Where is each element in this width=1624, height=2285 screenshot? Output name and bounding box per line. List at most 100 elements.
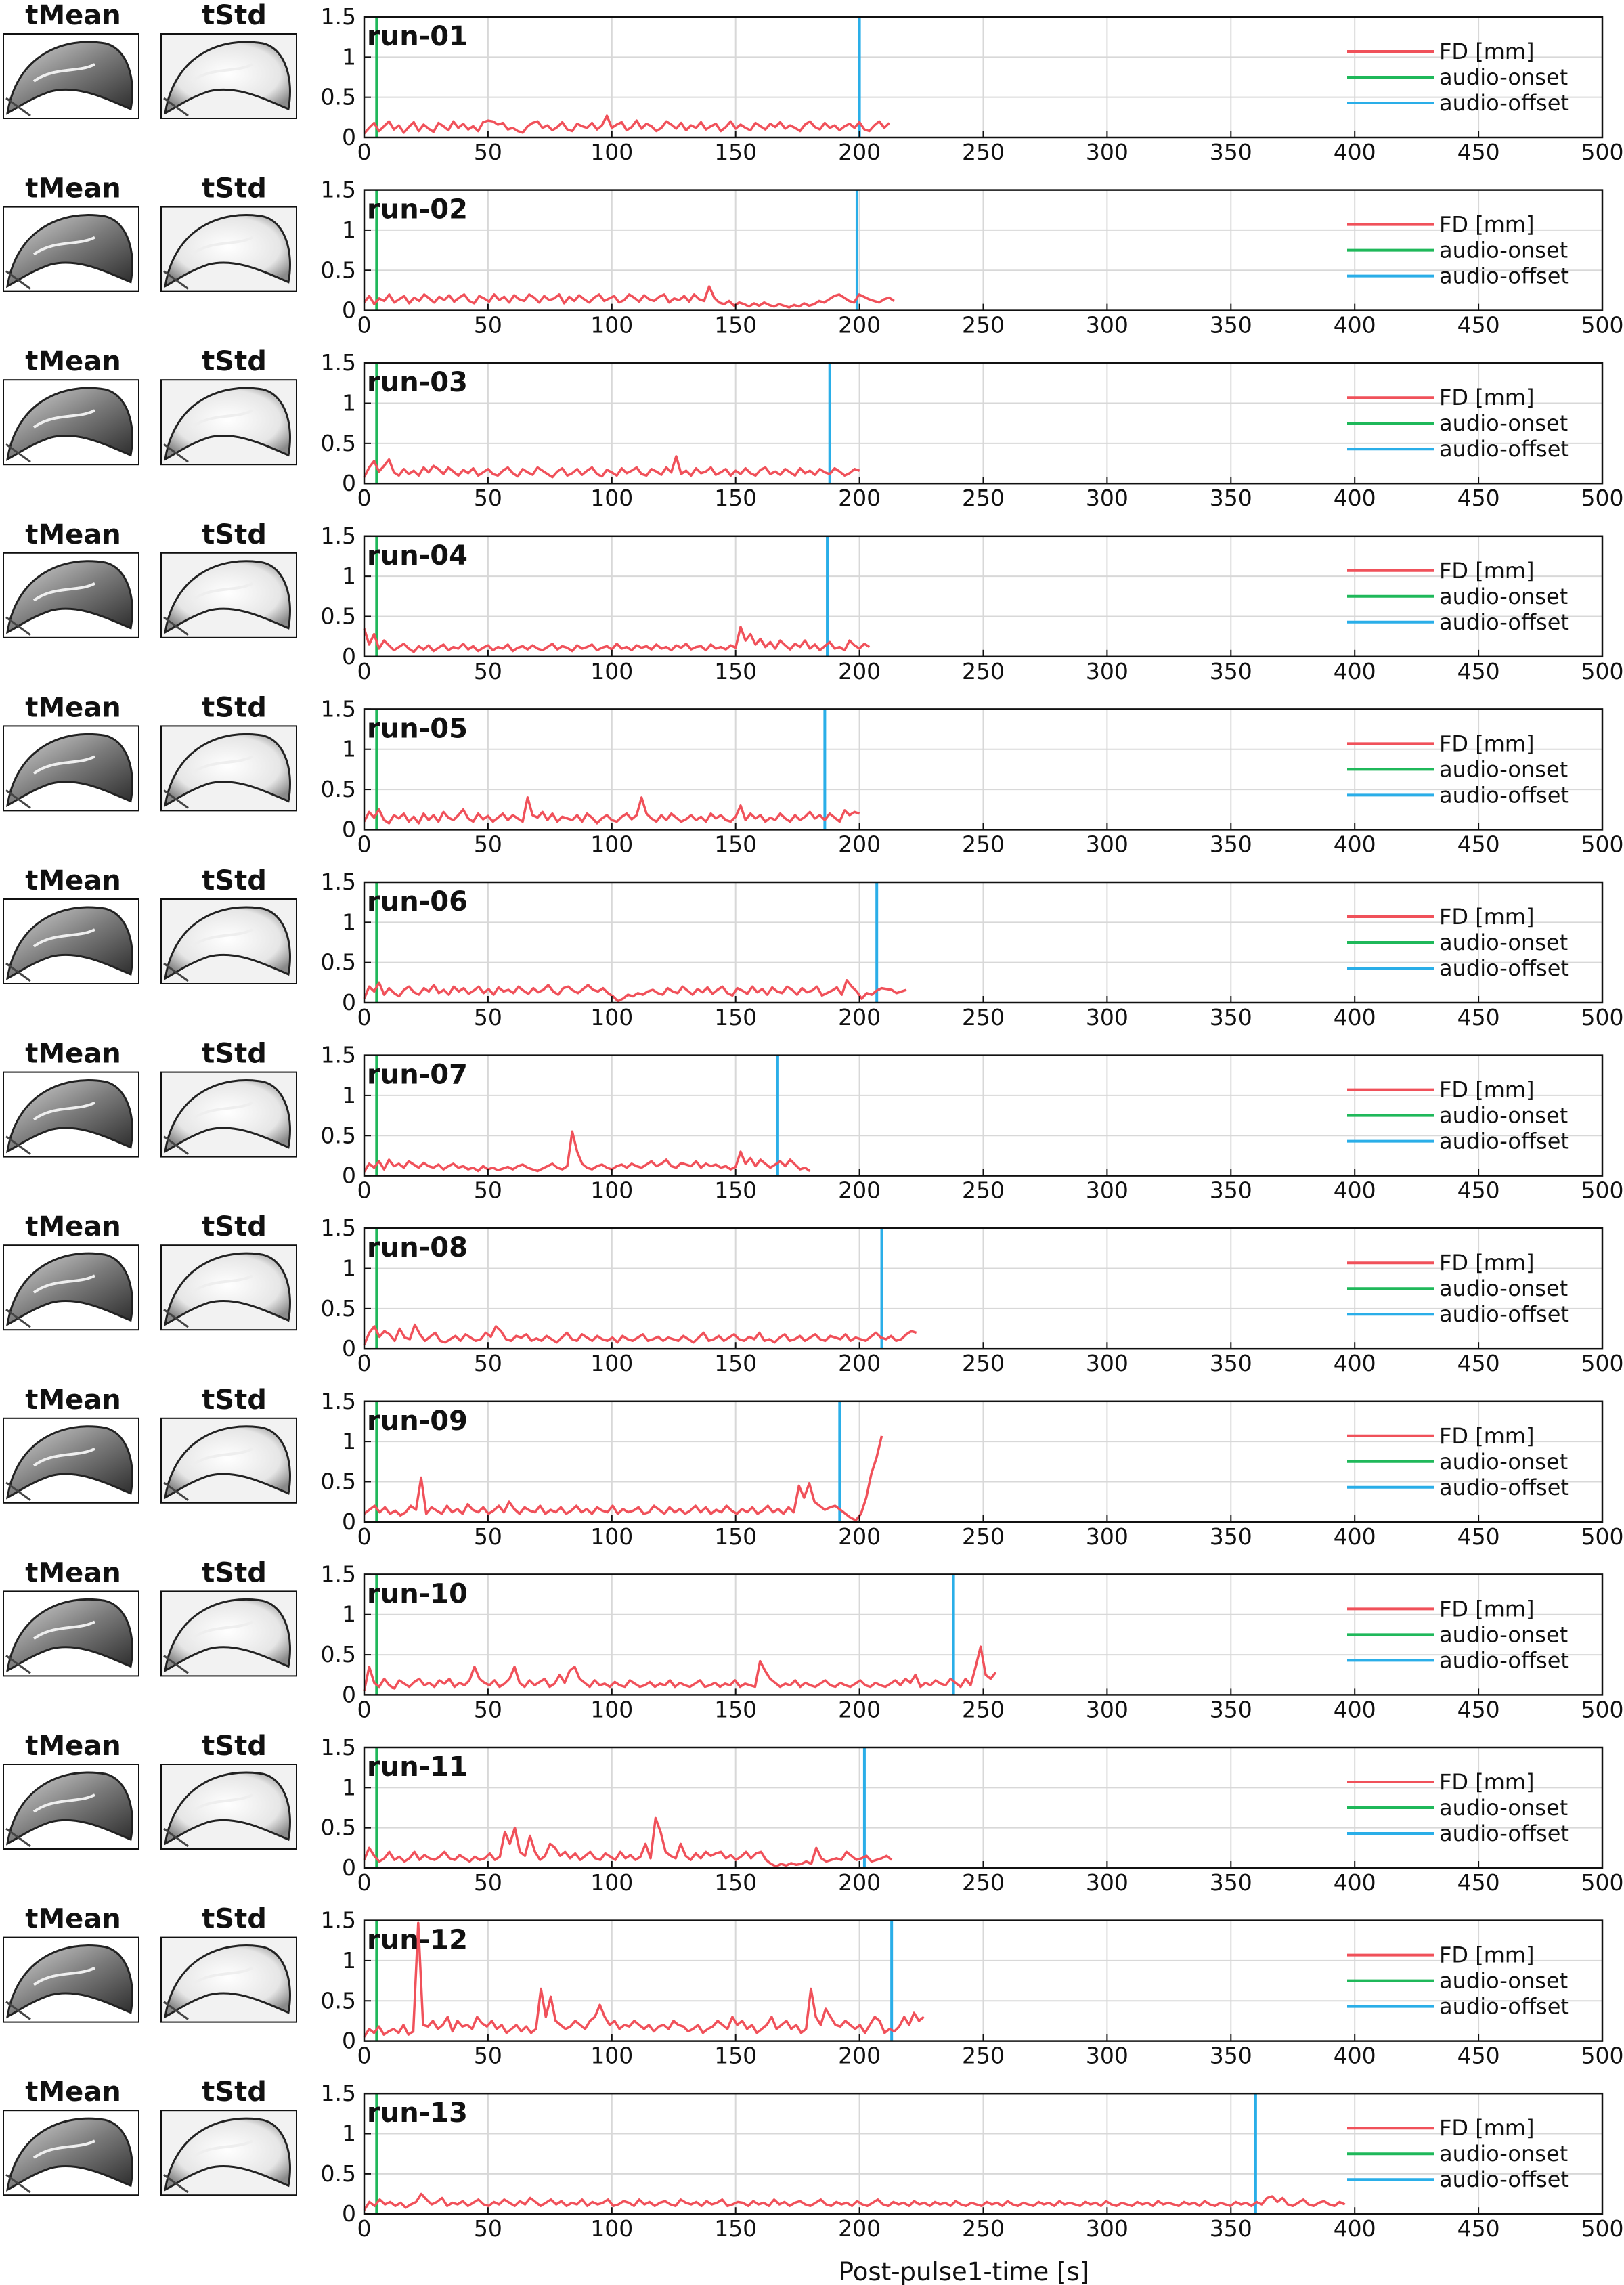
- tstd-image: [160, 379, 297, 466]
- y-tick-label: 0.5: [321, 1468, 356, 1494]
- brain-edge: [5, 2173, 31, 2194]
- x-tick-label: 100: [590, 1004, 633, 1030]
- legend-audio-onset-label: audio-onset: [1439, 1103, 1568, 1129]
- brain-slice: [164, 1598, 291, 1673]
- y-tick-label: 1: [342, 909, 356, 935]
- tstd-image: [160, 1590, 297, 1677]
- tstd-image: [160, 2110, 297, 2196]
- y-tick-label: 1.5: [321, 177, 356, 203]
- fd-trace: [363, 626, 871, 653]
- y-tick-label: 0: [342, 2200, 356, 2227]
- tstd-image: [160, 206, 297, 292]
- legend-audio-offset-label: audio-offset: [1439, 955, 1569, 981]
- brain-fold: [32, 409, 95, 429]
- y-tick-label: 1.5: [321, 523, 356, 549]
- x-tick-label: 250: [962, 2043, 1005, 2069]
- x-tick-label: 300: [1086, 485, 1128, 511]
- x-tick-label: 400: [1334, 1696, 1376, 1722]
- x-tick-label: 100: [590, 831, 633, 857]
- brain-slice: [164, 1079, 291, 1154]
- x-tick-label: 350: [1210, 1696, 1252, 1722]
- y-tick-label: 0: [342, 2028, 356, 2054]
- x-tick-label: 450: [1457, 658, 1500, 684]
- x-tick-label: 200: [838, 2043, 881, 2069]
- x-tick-label: 400: [1334, 1350, 1376, 1376]
- x-tick-label: 350: [1210, 1523, 1252, 1550]
- brain-slice: [164, 1425, 291, 1500]
- x-tick-label: 50: [474, 312, 502, 339]
- brain-fold: [32, 1966, 95, 1986]
- legend-audio-offset-label: audio-offset: [1439, 436, 1569, 462]
- x-tick-label: 300: [1086, 2043, 1128, 2069]
- brain-slice: [164, 1944, 291, 2019]
- brain-edge: [5, 1308, 31, 1328]
- brain-fold: [190, 1101, 253, 1121]
- x-tick-label: 400: [1334, 2215, 1376, 2242]
- brain-slice: [164, 906, 291, 980]
- brain-edge: [5, 1135, 31, 1155]
- brain-fold: [32, 1620, 95, 1640]
- fd-trace: [363, 979, 907, 1003]
- x-tick-label: 0: [357, 1696, 372, 1722]
- tmean-title: tMean: [25, 173, 121, 204]
- y-tick-label: 1.5: [321, 1042, 356, 1068]
- tstd-title: tStd: [202, 1557, 267, 1588]
- x-tick-label: 400: [1334, 658, 1376, 684]
- tstd-title: tStd: [202, 865, 267, 896]
- x-tick-label: 350: [1210, 485, 1252, 511]
- fd-trace: [363, 1645, 997, 1691]
- brain-fold: [32, 1447, 95, 1467]
- x-tick-label: 500: [1581, 1696, 1624, 1722]
- y-tick-label: 0: [342, 1162, 356, 1189]
- tmean-title: tMean: [25, 1904, 121, 1935]
- y-tick-label: 1: [342, 563, 356, 589]
- x-tick-label: 50: [474, 485, 502, 511]
- x-tick-label: 300: [1086, 1004, 1128, 1030]
- x-tick-label: 50: [474, 2043, 502, 2069]
- legend-fd-label: FD [mm]: [1439, 1077, 1535, 1103]
- legend-audio-offset-label: audio-offset: [1439, 782, 1569, 808]
- run-panel: tMean tStd 0 50 100 150 200 250 300 350 400 450 500 0…: [3, 1731, 1624, 1896]
- y-tick-label: 0: [342, 816, 356, 842]
- run-label: run-06: [367, 886, 468, 917]
- tstd-image: [160, 552, 297, 638]
- tstd-title: tStd: [202, 2076, 267, 2108]
- y-tick-label: 0.5: [321, 2160, 356, 2187]
- y-tick-label: 1.5: [321, 695, 356, 722]
- y-tick-label: 1.5: [321, 2080, 356, 2106]
- x-tick-label: 150: [714, 1869, 757, 1896]
- x-tick-label: 300: [1086, 1869, 1128, 1896]
- legend-fd-label: FD [mm]: [1439, 212, 1535, 238]
- tstd-image: [160, 1071, 297, 1158]
- x-tick-label: 350: [1210, 831, 1252, 857]
- brain-edge: [163, 97, 189, 117]
- tmean-title: tMean: [25, 1731, 121, 1762]
- legend-audio-offset-label: audio-offset: [1439, 1129, 1569, 1154]
- x-tick-label: 50: [474, 1869, 502, 1896]
- legend-audio-offset-label: audio-offset: [1439, 609, 1569, 635]
- legend-audio-onset-label: audio-onset: [1439, 584, 1568, 609]
- x-tick-label: 50: [474, 1004, 502, 1030]
- run-label: run-13: [367, 2097, 468, 2129]
- x-tick-label: 200: [838, 485, 881, 511]
- y-tick-label: 1: [342, 2120, 356, 2147]
- run-panel: tMean tStd 0 50 100 150 200 250 300 350 400 450 500 0…: [3, 865, 1624, 1030]
- x-tick-label: 200: [838, 658, 881, 684]
- tmean-image: [3, 1244, 139, 1331]
- x-tick-label: 450: [1457, 1004, 1500, 1030]
- x-tick-label: 0: [357, 2215, 372, 2242]
- tmean-title: tMean: [25, 346, 121, 377]
- x-tick-label: 300: [1086, 1177, 1128, 1204]
- tstd-image: [160, 1417, 297, 1504]
- run-label: run-09: [367, 1406, 468, 1437]
- tmean-title: tMean: [25, 1211, 121, 1242]
- brain-slice: [6, 906, 133, 980]
- brain-fold: [190, 928, 253, 948]
- tstd-title: tStd: [202, 1039, 267, 1070]
- y-tick-label: 0: [342, 643, 356, 670]
- x-tick-label: 300: [1086, 1350, 1128, 1376]
- tstd-title: tStd: [202, 1385, 267, 1416]
- brain-fold: [190, 63, 253, 83]
- y-tick-label: 1: [342, 736, 356, 762]
- x-tick-label: 250: [962, 1177, 1005, 1204]
